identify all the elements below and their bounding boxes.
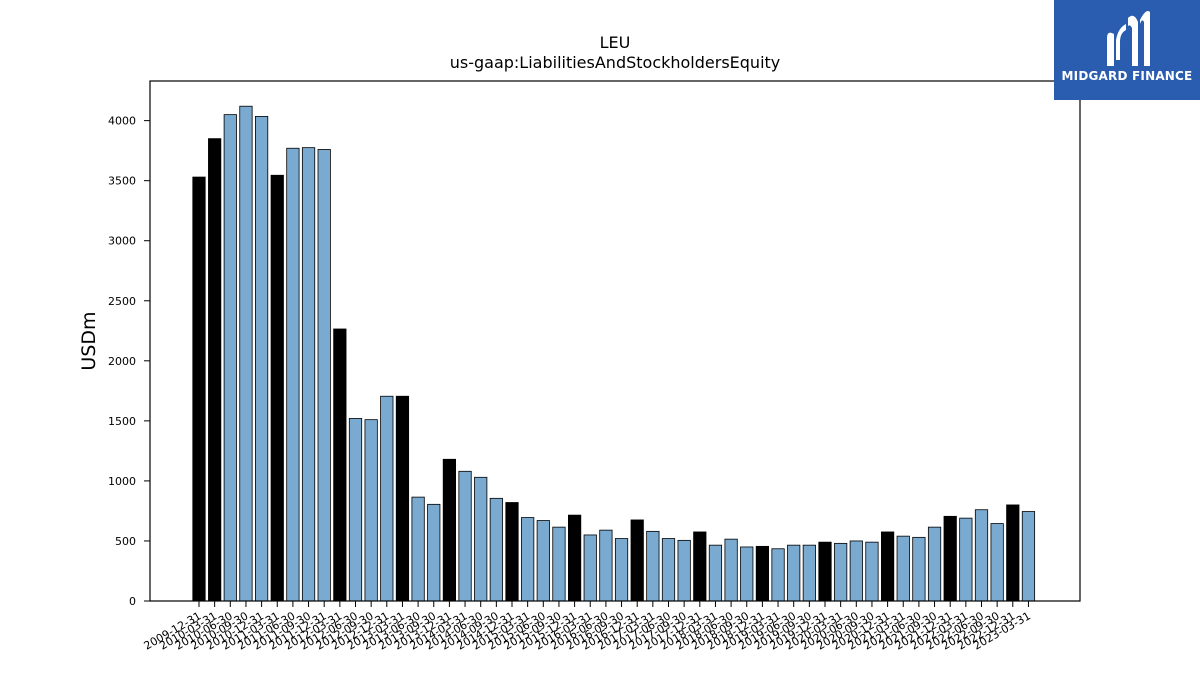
y-tick-label: 1500 [108, 415, 136, 428]
brand-logo: MIDGARD FINANCE [1054, 0, 1200, 100]
y-tick-label: 0 [129, 595, 136, 608]
bar-2017-12-31 [693, 531, 707, 602]
bar-2017-03-31 [646, 530, 660, 602]
bar-2010-09-30 [239, 105, 253, 602]
bar-2022-09-30 [990, 523, 1004, 602]
y-axis: 0 500 1000 1500 2000 2500 3000 3500 4000 [108, 115, 150, 608]
bar-2013-06-30 [411, 496, 425, 602]
midgard-m-logo-icon [1107, 11, 1150, 66]
bar-2015-03-31 [521, 517, 535, 602]
bar-2021-09-30 [927, 526, 942, 602]
y-tick-label: 2500 [108, 295, 136, 308]
bar-2019-06-30 [787, 544, 801, 602]
bar-2012-06-30 [348, 418, 363, 602]
bars-group [192, 105, 1036, 602]
bar-2016-03-31 [583, 534, 597, 602]
bar-2020-12-31 [881, 531, 895, 602]
bar-2018-09-30 [740, 546, 754, 602]
bar-2019-03-31 [771, 548, 785, 602]
y-tick-label: 1000 [108, 475, 136, 488]
bar-2015-09-30 [552, 526, 566, 602]
bar-2012-09-30 [364, 419, 378, 602]
bar-2016-09-30 [614, 538, 629, 602]
y-tick-label: 4000 [108, 115, 136, 128]
bar-2021-03-31 [896, 535, 910, 602]
bar-2019-09-30 [802, 544, 816, 602]
bar-2014-06-30 [474, 476, 488, 602]
bar-2013-03-31 [395, 395, 410, 602]
bar-2010-03-31 [208, 138, 222, 602]
bar-2011-03-31 [270, 174, 284, 602]
x-axis: 2009-12-312010-03-312010-06-302010-09-30… [142, 601, 1033, 653]
bar-2010-12-31 [254, 116, 269, 602]
plot-frame [149, 80, 1081, 602]
bar-2017-09-30 [677, 539, 691, 602]
brand-name: MIDGARD FINANCE [1061, 69, 1193, 83]
bar-2011-06-30 [286, 147, 300, 602]
bar-2022-03-31 [959, 517, 973, 602]
bar-2015-12-31 [568, 514, 582, 602]
bar-2019-12-31 [818, 541, 832, 602]
bar-2016-12-31 [630, 519, 644, 602]
bar-2013-09-30 [427, 503, 441, 602]
y-axis-label: USDm [78, 311, 100, 370]
bar-2010-06-30 [223, 114, 237, 602]
bar-2011-12-31 [317, 149, 331, 602]
bar-2021-12-31 [943, 515, 957, 602]
bar-2016-06-30 [599, 529, 613, 602]
bar-2020-06-30 [849, 540, 863, 602]
y-tick-label: 2000 [108, 355, 136, 368]
bar-2014-09-30 [489, 497, 503, 602]
bar-2023-03-31 [1021, 511, 1036, 602]
bar-2018-06-30 [724, 538, 738, 602]
bar-2011-09-30 [301, 147, 316, 602]
y-tick-label: 500 [115, 535, 136, 548]
bar-2015-06-30 [536, 520, 550, 602]
y-tick-label: 3500 [108, 175, 136, 188]
bar-2021-06-30 [912, 536, 926, 602]
bar-2022-12-31 [1006, 504, 1020, 602]
bar-2014-12-31 [505, 502, 519, 602]
bar-2012-12-31 [380, 395, 394, 602]
bar-2014-03-31 [458, 470, 472, 602]
bar-2009-12-31 [192, 176, 206, 602]
chart-subtitle: us-gaap:LiabilitiesAndStockholdersEquity [450, 53, 781, 72]
bar-2013-12-31 [442, 458, 457, 602]
bar-2017-06-30 [661, 538, 676, 602]
bar-2022-06-30 [974, 509, 989, 602]
y-tick-label: 3000 [108, 235, 136, 248]
bar-2018-12-31 [755, 545, 770, 602]
chart-title: LEU [600, 33, 631, 52]
bar-2020-03-31 [834, 542, 848, 602]
bar-2018-03-31 [708, 544, 723, 602]
bar-2020-09-30 [865, 541, 879, 602]
bar-2012-03-31 [333, 328, 347, 602]
